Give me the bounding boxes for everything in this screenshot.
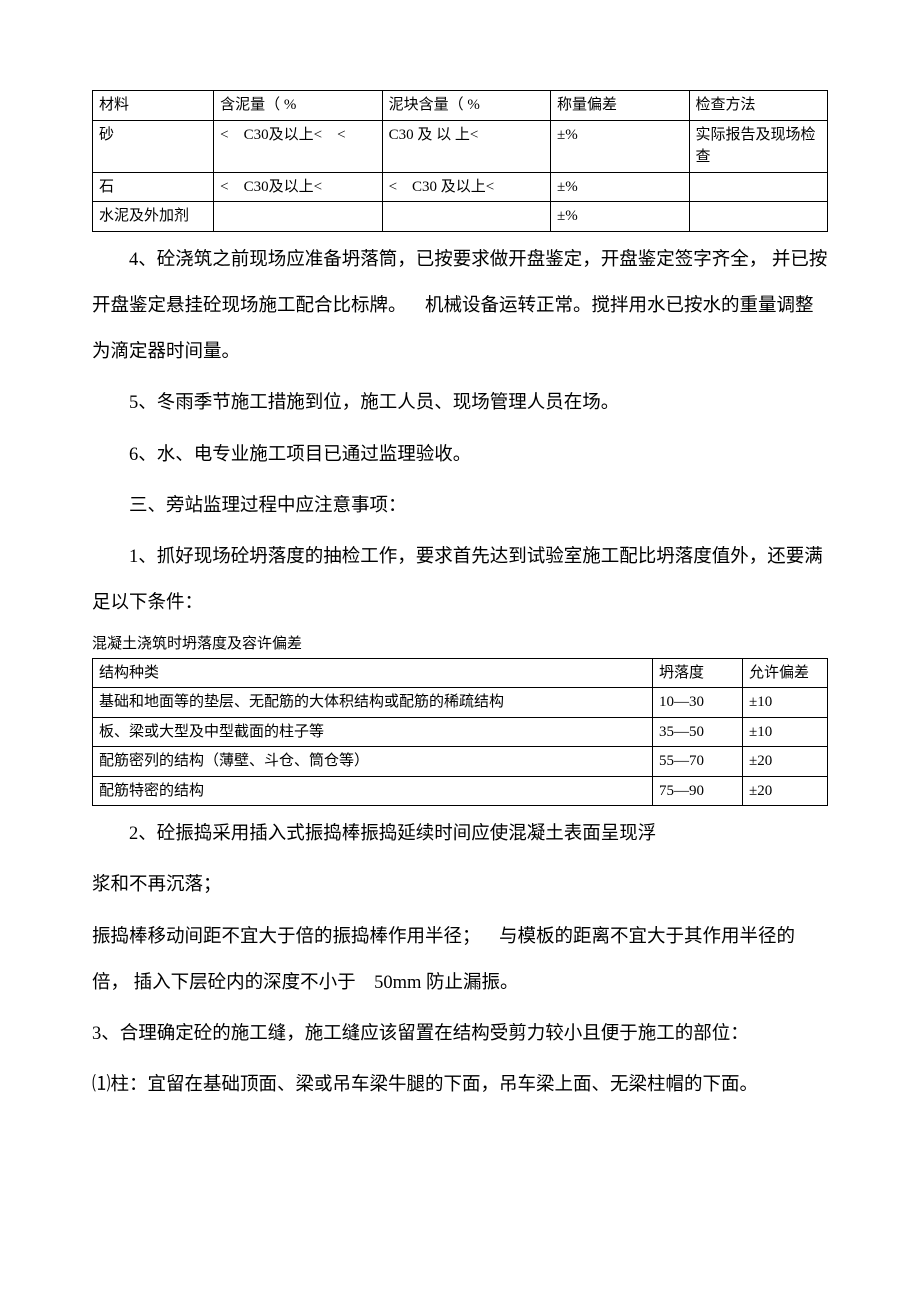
- body-paragraph: 1、抓好现场砼坍落度的抽检工作，要求首先达到试验室施工配比坍落度值外，还要满足以…: [92, 534, 828, 627]
- table-cell: C30 及 以 上<: [382, 120, 550, 172]
- body-paragraph: 浆和不再沉落；: [92, 862, 828, 908]
- table-cell: 水泥及外加剂: [93, 202, 214, 232]
- table-cell: 配筋特密的结构: [93, 776, 653, 806]
- table-cell: ±20: [743, 776, 828, 806]
- body-paragraph: 4、砼浇筑之前现场应准备坍落筒，已按要求做开盘鉴定，开盘鉴定签字齐全， 并已按开…: [92, 237, 828, 376]
- table-cell: 55—70: [653, 747, 743, 777]
- body-paragraph: 2、砼振捣采用插入式振捣棒振捣延续时间应使混凝土表面呈现浮: [92, 811, 828, 857]
- body-paragraph: 6、水、电专业施工项目已通过监理验收。: [92, 432, 828, 478]
- table-cell: ±20: [743, 747, 828, 777]
- table-cell: < C30及以上<: [214, 172, 382, 202]
- slump-table: 结构种类 坍落度 允许偏差 基础和地面等的垫层、无配筋的大体积结构或配筋的稀疏结…: [92, 658, 828, 807]
- table-header-cell: 泥块含量（ %: [382, 91, 550, 121]
- body-paragraph: 三、旁站监理过程中应注意事项：: [92, 483, 828, 529]
- table-cell: ±10: [743, 717, 828, 747]
- body-paragraph: ⑴柱：宜留在基础顶面、梁或吊车梁牛腿的下面，吊车梁上面、无梁柱帽的下面。: [92, 1062, 828, 1108]
- table-cell: [382, 202, 550, 232]
- table-header-cell: 允许偏差: [743, 658, 828, 688]
- table-cell: 75—90: [653, 776, 743, 806]
- table-cell: [214, 202, 382, 232]
- table-cell: < C30 及以上<: [382, 172, 550, 202]
- table-header-cell: 坍落度: [653, 658, 743, 688]
- materials-table: 材料 含泥量（ % 泥块含量（ % 称量偏差 检查方法 砂 < C30及以上< …: [92, 90, 828, 232]
- table-cell: < C30及以上< <: [214, 120, 382, 172]
- table-cell: ±%: [551, 202, 689, 232]
- table-cell: 砂: [93, 120, 214, 172]
- table-cell: ±%: [551, 172, 689, 202]
- table-header-cell: 称量偏差: [551, 91, 689, 121]
- table-header-cell: 结构种类: [93, 658, 653, 688]
- body-paragraph: 3、合理确定砼的施工缝，施工缝应该留置在结构受剪力较小且便于施工的部位：: [92, 1011, 828, 1057]
- table-caption: 混凝土浇筑时坍落度及容许偏差: [92, 631, 828, 658]
- table-cell: ±10: [743, 688, 828, 718]
- table-header-cell: 材料: [93, 91, 214, 121]
- table-cell: 实际报告及现场检查: [689, 120, 828, 172]
- table-header-cell: 检查方法: [689, 91, 828, 121]
- table-cell: [689, 202, 828, 232]
- body-paragraph: 5、冬雨季节施工措施到位，施工人员、现场管理人员在场。: [92, 380, 828, 426]
- table-cell: 10—30: [653, 688, 743, 718]
- table-cell: 板、梁或大型及中型截面的柱子等: [93, 717, 653, 747]
- table-header-cell: 含泥量（ %: [214, 91, 382, 121]
- table-cell: 基础和地面等的垫层、无配筋的大体积结构或配筋的稀疏结构: [93, 688, 653, 718]
- table-cell: 石: [93, 172, 214, 202]
- table-cell: ±%: [551, 120, 689, 172]
- body-paragraph: 振捣棒移动间距不宜大于倍的振捣棒作用半径； 与模板的距离不宜大于其作用半径的倍，…: [92, 914, 828, 1007]
- table-cell: 35—50: [653, 717, 743, 747]
- table-cell: [689, 172, 828, 202]
- table-cell: 配筋密列的结构（薄壁、斗仓、筒仓等）: [93, 747, 653, 777]
